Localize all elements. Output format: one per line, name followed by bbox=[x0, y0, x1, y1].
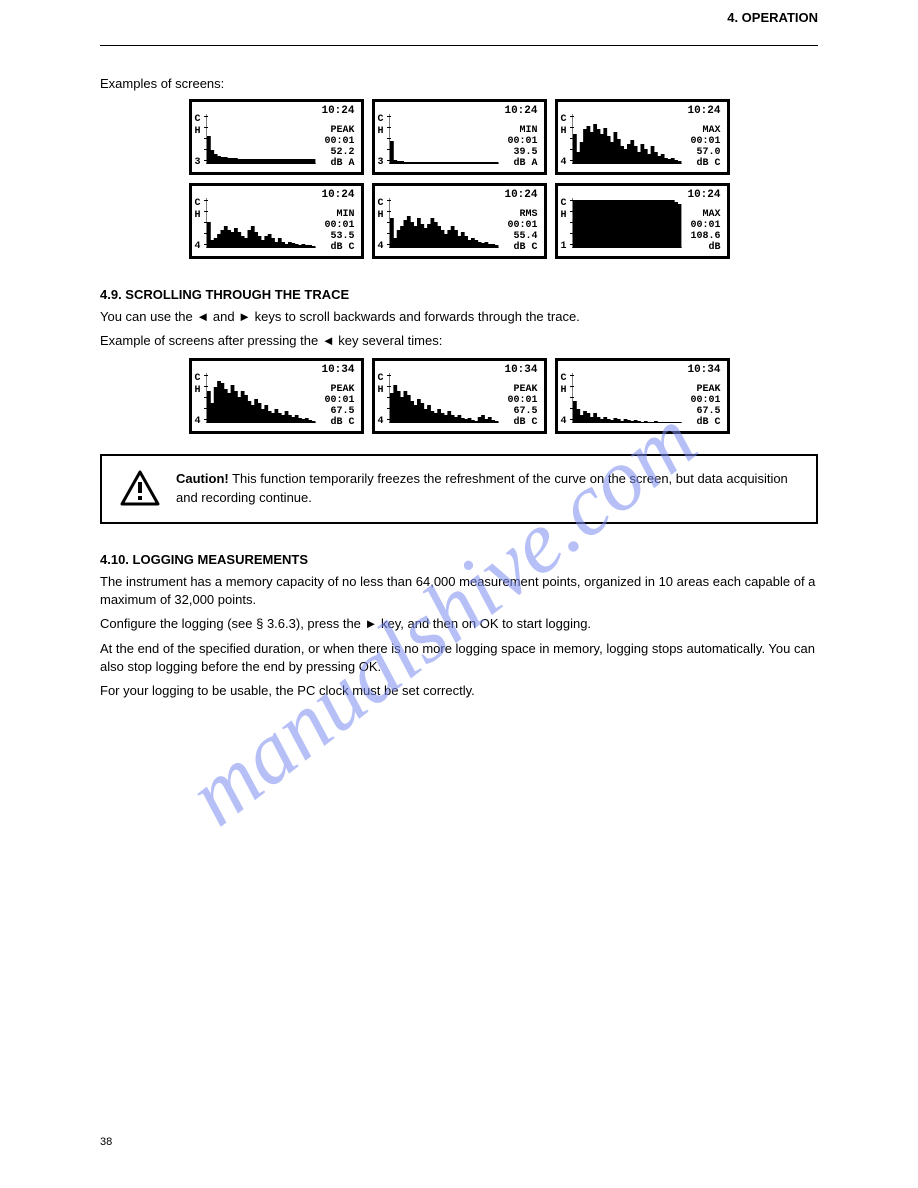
lcd-axis: CH1 bbox=[561, 200, 571, 250]
lcd-readings: MAX00:0157.0dB C bbox=[690, 125, 720, 169]
lcd-bargraph bbox=[206, 198, 316, 248]
lcd-bargraph bbox=[572, 198, 682, 248]
lcd-bargraph bbox=[389, 114, 499, 164]
lcd-bargraph bbox=[572, 114, 682, 164]
scroll-para-1: You can use the ◄ and ► keys to scroll b… bbox=[100, 308, 818, 326]
lcd-readings: RMS00:0155.4dB C bbox=[507, 209, 537, 253]
lcd-time: 10:34 bbox=[504, 364, 537, 376]
lcd-screen: 10:24 MIN00:0139.5dB A CH3 bbox=[372, 99, 547, 175]
lcd-axis: CH4 bbox=[561, 116, 571, 166]
lcd-axis: CH4 bbox=[378, 200, 388, 250]
lcd-axis: CH3 bbox=[195, 116, 205, 166]
caution-box: Caution! This function temporarily freez… bbox=[100, 454, 818, 524]
section-title-logging: 4.10. LOGGING MEASUREMENTS bbox=[100, 552, 818, 567]
section-title-scroll: 4.9. SCROLLING THROUGH THE TRACE bbox=[100, 287, 818, 302]
lcd-time: 10:24 bbox=[687, 105, 720, 117]
lcd-time: 10:34 bbox=[687, 364, 720, 376]
scroll-para-2: Example of screens after pressing the ◄ … bbox=[100, 332, 818, 350]
logging-para-4: For your logging to be usable, the PC cl… bbox=[100, 682, 818, 700]
lcd-screen: 10:24 PEAK00:0152.2dB A CH3 bbox=[189, 99, 364, 175]
logging-para-3: At the end of the specified duration, or… bbox=[100, 640, 818, 676]
caution-label: Caution! bbox=[176, 471, 229, 486]
lcd-readings: PEAK00:0152.2dB A bbox=[324, 125, 354, 169]
lcd-bargraph bbox=[572, 373, 682, 423]
lcd-screen: 10:24 MAX00:0157.0dB C CH4 bbox=[555, 99, 730, 175]
lcd-readings: PEAK00:0167.5dB C bbox=[507, 384, 537, 428]
lcd-axis: CH4 bbox=[195, 200, 205, 250]
lcd-screen: 10:34 PEAK00:0167.5dB C CH4 bbox=[189, 358, 364, 434]
page-number: 38 bbox=[100, 1136, 112, 1148]
lcd-readings: MIN00:0153.5dB C bbox=[324, 209, 354, 253]
caution-body: This function temporarily freezes the re… bbox=[176, 471, 788, 505]
lcd-readings: MIN00:0139.5dB A bbox=[507, 125, 537, 169]
lcd-readings: PEAK00:0167.5dB C bbox=[690, 384, 720, 428]
lcd-screen: 10:24 MAX00:01108.6dB CH1 bbox=[555, 183, 730, 259]
lcd-screen: 10:24 MIN00:0153.5dB C CH4 bbox=[189, 183, 364, 259]
lcd-axis: CH3 bbox=[378, 116, 388, 166]
page-header-section: 4. OPERATION bbox=[100, 10, 818, 25]
caution-text: Caution! This function temporarily freez… bbox=[176, 470, 798, 508]
lcd-axis: CH4 bbox=[561, 375, 571, 425]
warning-icon bbox=[120, 470, 160, 506]
header-rule bbox=[100, 45, 818, 46]
lcd-screen: 10:34 PEAK00:0167.5dB C CH4 bbox=[555, 358, 730, 434]
logging-para-2: Configure the logging (see § 3.6.3), pre… bbox=[100, 615, 818, 633]
lcd-row-3: 10:34 PEAK00:0167.5dB C CH4 10:34 PEAK00:016… bbox=[100, 358, 818, 434]
intro-text: Examples of screens: bbox=[100, 76, 818, 91]
lcd-time: 10:34 bbox=[321, 364, 354, 376]
lcd-bargraph bbox=[389, 373, 499, 423]
page-footer: 38 bbox=[100, 1136, 818, 1148]
lcd-axis: CH4 bbox=[378, 375, 388, 425]
lcd-time: 10:24 bbox=[321, 105, 354, 117]
logging-para-1: The instrument has a memory capacity of … bbox=[100, 573, 818, 609]
lcd-readings: PEAK00:0167.5dB C bbox=[324, 384, 354, 428]
lcd-row-2: 10:24 MIN00:0153.5dB C CH4 10:24 RMS00:0155.… bbox=[100, 183, 818, 259]
lcd-screen: 10:24 RMS00:0155.4dB C CH4 bbox=[372, 183, 547, 259]
lcd-time: 10:24 bbox=[504, 189, 537, 201]
lcd-readings: MAX00:01108.6dB bbox=[690, 209, 720, 253]
lcd-time: 10:24 bbox=[504, 105, 537, 117]
lcd-bargraph bbox=[206, 373, 316, 423]
lcd-row-1: 10:24 PEAK00:0152.2dB A CH3 10:24 MIN00:0139… bbox=[100, 99, 818, 175]
lcd-bargraph bbox=[389, 198, 499, 248]
lcd-bargraph bbox=[206, 114, 316, 164]
lcd-axis: CH4 bbox=[195, 375, 205, 425]
lcd-screen: 10:34 PEAK00:0167.5dB C CH4 bbox=[372, 358, 547, 434]
lcd-time: 10:24 bbox=[321, 189, 354, 201]
lcd-time: 10:24 bbox=[687, 189, 720, 201]
